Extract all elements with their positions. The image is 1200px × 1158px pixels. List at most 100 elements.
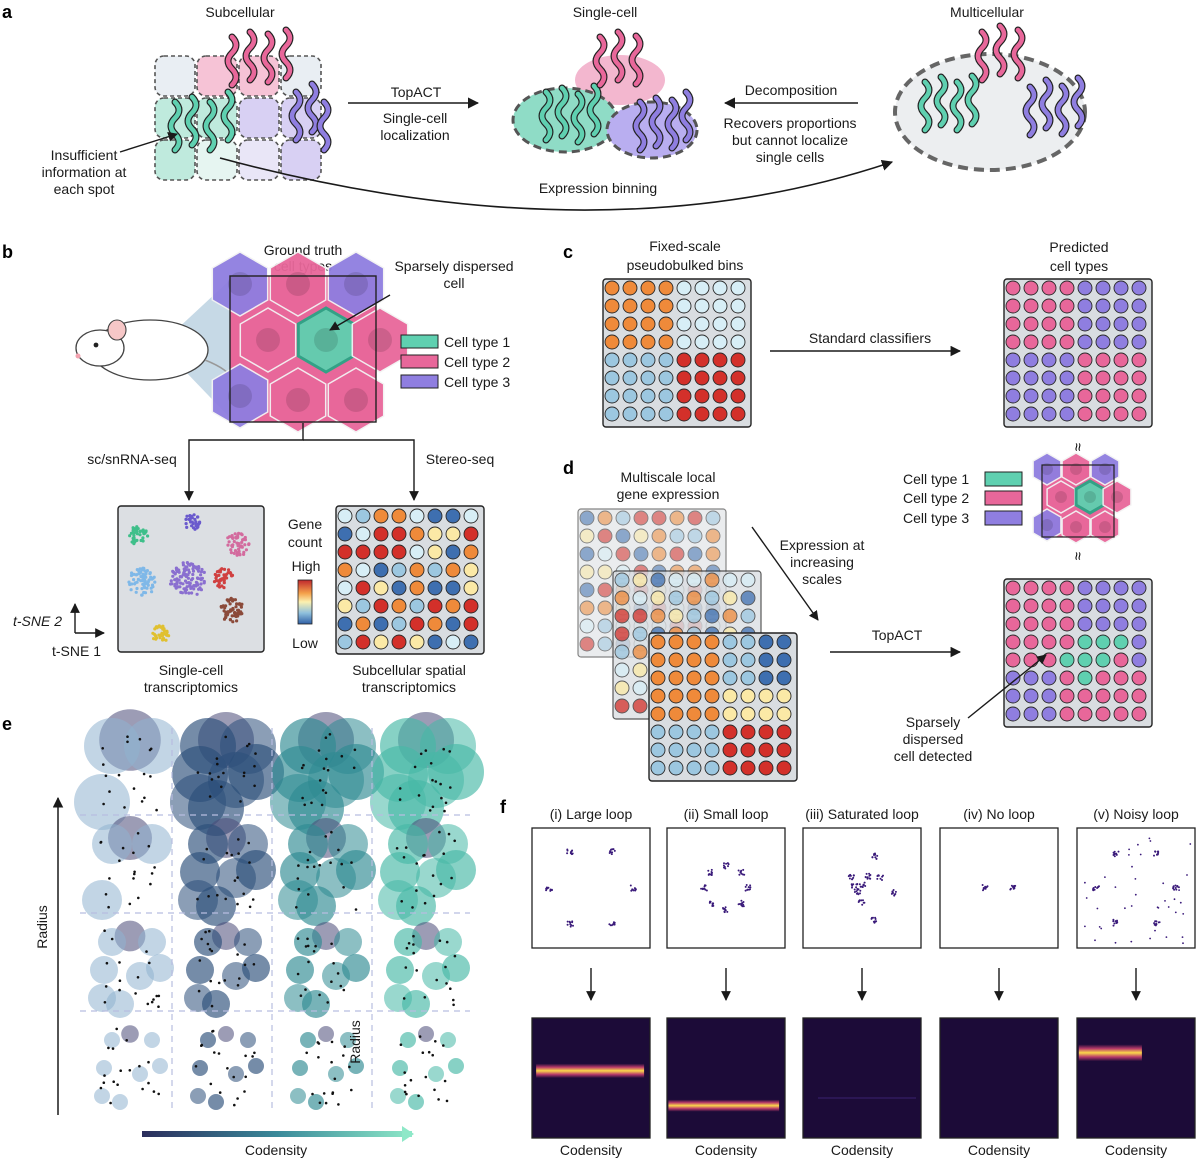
grid-spot [463,544,479,560]
sample-point [424,749,428,752]
sample-point [126,740,129,744]
grid-spot [1131,688,1147,704]
panel-b-label: b [2,242,13,262]
recovers-line3: single cells [756,149,824,165]
codensity-disk [240,1032,256,1048]
cloud-point [545,887,548,890]
singlecell-heading: Single-cell [573,4,638,20]
persistence-heatmap [802,1017,922,1139]
grid-spot [687,546,703,562]
sample-point [236,1097,239,1100]
sample-point [431,778,434,782]
sample-point [247,742,251,746]
sample-point [395,847,399,850]
tsne-point [233,611,237,615]
sample-point [332,962,335,965]
sample-point [317,749,321,752]
sample-point [423,901,427,905]
heatmap-band [668,1099,780,1112]
sample-point [150,1000,154,1004]
grid-spot [1059,706,1075,722]
grid-spot [676,334,692,350]
noise-point [1130,905,1133,907]
noise-point [1182,913,1185,915]
hexagon-nucleus [1070,463,1082,475]
tsne-point [221,604,225,608]
grid-spot [614,662,630,678]
legend-item-2: Cell type 2 [444,354,510,370]
legend-swatch-2 [400,354,439,369]
cloud-point [866,876,869,879]
tsne-point [132,572,136,577]
grid-spot [686,572,702,588]
grid-spot [409,634,425,650]
topact-result-grid-box [1003,578,1153,728]
cloud-point [700,887,703,890]
sample-point [103,1001,107,1004]
grid-spot [1113,316,1129,332]
tsne-point [218,570,222,574]
tsne-point [236,608,240,612]
sample-point [217,981,221,985]
cloud-point [570,924,573,927]
cloud-point [724,906,727,909]
sample-point [317,1056,320,1059]
sample-point [331,1092,334,1095]
sample-point [330,1060,333,1064]
sample-point [118,859,121,862]
grid-spot [1095,280,1111,296]
recovers-line2: but cannot localize [732,132,848,148]
cloud-point [566,852,569,855]
grid-spot [615,528,631,544]
sample-point [218,1091,222,1094]
grid-spot [722,634,738,650]
grid-spot [622,370,638,386]
point-cloud-box [531,827,651,949]
sample-point [438,830,441,834]
noise-point [1130,940,1133,943]
rna-strand [1055,83,1069,137]
tsne-point [193,584,197,588]
tsne-point [228,609,232,614]
cloud-point [861,903,864,906]
codensity-disk [428,744,484,800]
sample-point [330,830,333,834]
point-cloud-box [802,827,922,949]
grid-spot [1113,580,1129,596]
sample-point [299,994,303,997]
grid-spot [1077,352,1093,368]
grid-spot [640,352,656,368]
persistence-heatmap [666,1017,786,1139]
hexagon-nucleus [256,328,280,352]
grid-spot [776,634,792,650]
subcellular-spot [238,139,280,181]
sample-point [210,1004,214,1008]
grid-spot [1131,598,1147,614]
grid-spot [614,680,630,696]
subcellular-spatial-line1: Subcellular spatial [352,662,466,678]
sample-point [117,773,121,777]
d-legend-swatch-3 [984,510,1023,526]
grid-spot [1095,406,1111,422]
sample-point [140,800,144,803]
tsne-point [199,578,203,582]
grid-spot [687,510,703,526]
cloud-point [722,864,725,867]
cloud-point [610,848,612,851]
grid-spot [686,688,702,704]
tsne-point [239,605,243,609]
tsne-point [190,524,194,528]
codensity-disk [248,1058,264,1074]
sample-point [253,764,256,768]
grid-spot [1113,298,1129,314]
gene-count-colorbar [297,579,313,625]
sample-point [102,763,105,766]
noise-point [1173,898,1176,901]
noise-point [1098,926,1101,928]
grid-spot [712,406,728,422]
grid-spot [668,608,684,624]
sample-point [105,961,109,965]
sample-point [311,1092,314,1096]
grid-spot [740,724,756,740]
hexagon-nucleus [344,388,368,412]
